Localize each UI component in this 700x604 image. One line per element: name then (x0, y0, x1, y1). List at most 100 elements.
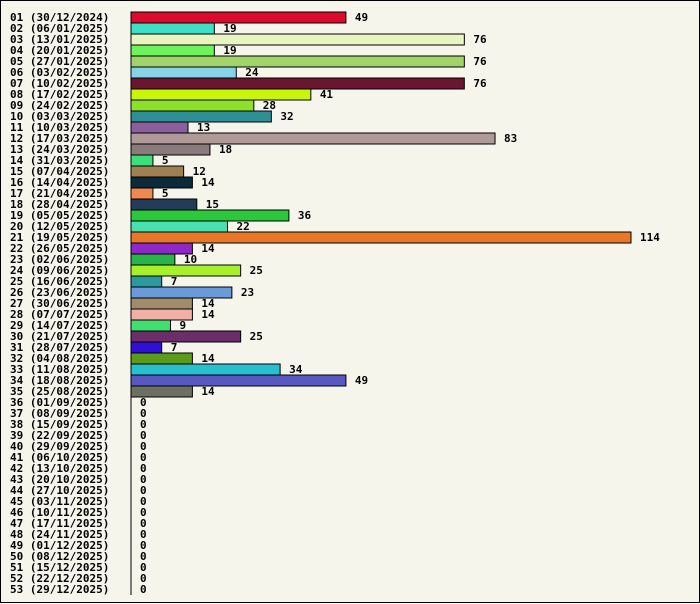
bar (130, 99, 255, 112)
value-label: 5 (162, 154, 169, 167)
category-label: 17 (21/04/2025) (10, 187, 109, 200)
value-label: 0 (140, 462, 147, 475)
category-label: 45 (03/11/2025) (10, 495, 109, 508)
category-label: 51 (15/12/2025) (10, 561, 109, 574)
value-label: 41 (320, 88, 334, 101)
bar (130, 264, 242, 277)
bar (130, 330, 242, 343)
value-label: 7 (171, 341, 178, 354)
value-label: 0 (140, 440, 147, 453)
value-label: 0 (140, 429, 147, 442)
bar (130, 187, 154, 200)
value-label: 14 (201, 352, 215, 365)
value-label: 0 (140, 407, 147, 420)
value-label: 36 (298, 209, 312, 222)
category-label: 02 (06/01/2025) (10, 22, 109, 35)
value-label: 0 (140, 396, 147, 409)
category-label: 20 (12/05/2025) (10, 220, 109, 233)
category-label: 09 (24/02/2025) (10, 99, 109, 112)
category-label: 21 (19/05/2025) (10, 231, 109, 244)
category-label: 01 (30/12/2024) (10, 11, 109, 24)
value-label: 12 (193, 165, 206, 178)
category-label: 42 (13/10/2025) (10, 462, 109, 475)
bar (130, 374, 347, 387)
category-label: 23 (02/06/2025) (10, 253, 109, 266)
category-label: 35 (25/08/2025) (10, 385, 109, 398)
category-label: 06 (03/02/2025) (10, 66, 109, 79)
value-label: 0 (140, 451, 147, 464)
value-label: 0 (140, 572, 147, 585)
value-label: 0 (140, 550, 147, 563)
value-label: 22 (236, 220, 249, 233)
category-label: 25 (16/06/2025) (10, 275, 109, 288)
bar (130, 198, 198, 211)
bar (130, 275, 163, 288)
category-label: 08 (17/02/2025) (10, 88, 109, 101)
value-label: 14 (201, 176, 215, 189)
bar (130, 253, 176, 266)
value-label: 49 (355, 374, 368, 387)
category-label: 53 (29/12/2025) (10, 583, 109, 596)
category-label: 43 (20/10/2025) (10, 473, 109, 486)
category-label: 27 (30/06/2025) (10, 297, 109, 310)
value-label: 76 (473, 55, 487, 68)
value-label: 0 (140, 495, 147, 508)
category-label: 29 (14/07/2025) (10, 319, 109, 332)
bar (130, 352, 193, 365)
category-label: 33 (11/08/2025) (10, 363, 109, 376)
category-label: 30 (21/07/2025) (10, 330, 109, 343)
category-label: 47 (17/11/2025) (10, 517, 109, 530)
value-label: 25 (250, 264, 263, 277)
bar (130, 44, 215, 57)
bar (130, 363, 281, 376)
category-label: 37 (08/09/2025) (10, 407, 109, 420)
value-label: 0 (140, 517, 147, 530)
bar (130, 88, 312, 101)
value-label: 18 (219, 143, 232, 156)
category-label: 32 (04/08/2025) (10, 352, 109, 365)
value-label: 28 (263, 99, 276, 112)
value-label: 19 (223, 22, 236, 35)
category-label: 48 (24/11/2025) (10, 528, 109, 541)
bar (130, 55, 465, 68)
category-label: 13 (24/03/2025) (10, 143, 109, 156)
category-label: 11 (10/03/2025) (10, 121, 109, 134)
category-label: 40 (29/09/2025) (10, 440, 109, 453)
category-label: 26 (23/06/2025) (10, 286, 109, 299)
value-label: 10 (184, 253, 197, 266)
category-label: 03 (13/01/2025) (10, 33, 109, 46)
category-label: 46 (10/11/2025) (10, 506, 109, 519)
value-label: 114 (640, 231, 660, 244)
value-label: 0 (140, 539, 147, 552)
category-label: 12 (17/03/2025) (10, 132, 109, 145)
category-label: 49 (01/12/2025) (10, 539, 109, 552)
category-label: 24 (09/06/2025) (10, 264, 109, 277)
value-label: 32 (280, 110, 293, 123)
value-label: 15 (206, 198, 219, 211)
value-label: 14 (201, 242, 215, 255)
value-label: 14 (201, 297, 215, 310)
category-label: 07 (10/02/2025) (10, 77, 109, 90)
value-label: 76 (473, 33, 487, 46)
value-label: 34 (289, 363, 303, 376)
bar (130, 154, 154, 167)
value-label: 25 (250, 330, 263, 343)
value-label: 14 (201, 308, 215, 321)
value-label: 0 (140, 528, 147, 541)
value-label: 7 (171, 275, 178, 288)
bar (130, 341, 163, 354)
value-label: 23 (241, 286, 254, 299)
value-label: 0 (140, 561, 147, 574)
bar (130, 209, 290, 222)
category-label: 34 (18/08/2025) (10, 374, 109, 387)
bar (130, 319, 171, 332)
category-label: 04 (20/01/2025) (10, 44, 109, 57)
bar (130, 132, 496, 145)
value-label: 14 (201, 385, 215, 398)
category-label: 38 (15/09/2025) (10, 418, 109, 431)
value-label: 49 (355, 11, 368, 24)
category-label: 05 (27/01/2025) (10, 55, 109, 68)
bar (130, 297, 193, 310)
